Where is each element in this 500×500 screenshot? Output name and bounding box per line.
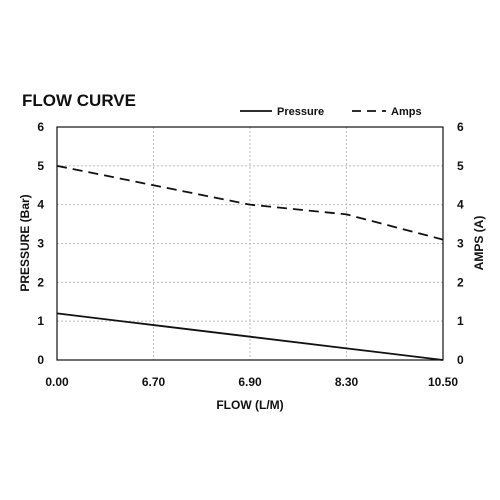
plot-frame <box>56 126 444 361</box>
left-y-tick-label: 1 <box>37 314 44 328</box>
left-axis-title: PRESSURE (Bar) <box>18 194 32 291</box>
right-y-tick-label: 4 <box>457 198 464 212</box>
chart-title: FLOW CURVE <box>22 91 136 110</box>
right-y-tick-label: 1 <box>457 314 464 328</box>
right-y-tick-label: 0 <box>457 353 464 367</box>
x-tick-label: 10.50 <box>428 375 458 389</box>
right-y-tick-label: 5 <box>457 159 464 173</box>
right-axis-title: AMPS (A) <box>472 216 486 271</box>
legend-pressure-label: Pressure <box>277 106 324 118</box>
grid <box>57 127 443 360</box>
left-y-tick-label: 4 <box>37 198 44 212</box>
left-y-tick-label: 2 <box>37 275 44 289</box>
x-tick-label: 8.30 <box>335 375 359 389</box>
left-y-tick-label: 0 <box>37 353 44 367</box>
legend: Pressure Amps <box>240 106 422 118</box>
legend-amps-label: Amps <box>391 106 422 118</box>
x-tick-label: 6.90 <box>238 375 262 389</box>
right-y-tick-label: 2 <box>457 275 464 289</box>
left-y-tick-label: 3 <box>37 237 44 251</box>
x-axis-title: FLOW (L/M) <box>216 398 283 412</box>
left-y-tick-label: 6 <box>37 120 44 134</box>
x-tick-label: 0.00 <box>45 375 69 389</box>
right-y-tick-label: 3 <box>457 237 464 251</box>
x-tick-label: 6.70 <box>142 375 166 389</box>
tick-labels: 0 0 1 1 2 2 3 3 4 4 5 5 6 6 0.00 6.70 6.90 8.30 10.50 <box>37 120 464 389</box>
left-y-tick-label: 5 <box>37 159 44 173</box>
right-y-tick-label: 6 <box>457 120 464 134</box>
series-layer <box>56 164 444 361</box>
